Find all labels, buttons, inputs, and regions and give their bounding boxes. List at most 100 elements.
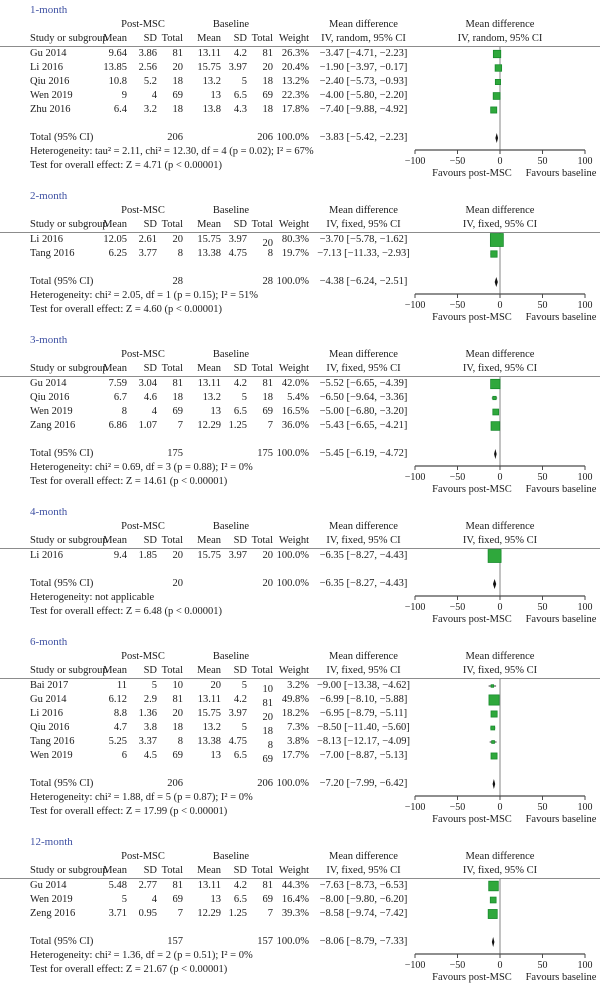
axis-tick-label: 50 — [538, 156, 548, 167]
axis-tick-label: −100 — [405, 472, 426, 483]
axis-tick-label: −100 — [405, 300, 426, 311]
table-header: Post-MSC Baseline Mean difference Study … — [30, 650, 600, 678]
md-ci-text: −7.13 [−11.33, −2.93] — [317, 248, 410, 259]
total-post-total: 206 — [167, 778, 183, 789]
effect-size-square — [490, 684, 495, 688]
weight-value: 26.3% — [281, 48, 309, 59]
weight-value: 19.7% — [281, 248, 309, 259]
forest-table: Post-MSC Baseline Mean difference Study … — [0, 18, 600, 186]
post-sd-value: 1.85 — [138, 550, 157, 561]
total-weight: 100.0% — [276, 778, 309, 789]
column-header-base-total: Total — [251, 535, 273, 546]
plot-header: Mean difference IV, fixed, 95% CI — [415, 850, 585, 878]
weight-value: 39.3% — [281, 908, 309, 919]
axis-tick-label: 100 — [578, 602, 593, 613]
base-total-value: 8 — [267, 740, 273, 751]
base-mean-value: 13 — [210, 90, 222, 101]
plot-header-model: IV, fixed, 95% CI — [462, 219, 538, 230]
base-total-value: 69 — [262, 406, 274, 417]
post-sd-value: 2.56 — [138, 62, 157, 73]
heterogeneity-note: Heterogeneity: chi² = 2.05, df = 1 (p = … — [30, 290, 258, 301]
base-mean-value: 15.75 — [197, 234, 221, 245]
md-ci-text: −6.95 [−8.79, −5.11] — [319, 708, 408, 719]
column-header-model: IV, fixed, 95% CI — [326, 363, 401, 374]
axis-tick-label: −100 — [405, 602, 426, 613]
base-mean-value: 15.75 — [197, 550, 221, 561]
total-weight: 100.0% — [276, 578, 309, 589]
forest-plot-canvas: −100 −50 0 50 100 Favours post-MSC Favours bas… — [405, 879, 597, 983]
pooled-effect-diamond — [492, 579, 497, 589]
section-title: 1-month — [30, 4, 68, 16]
weight-value: 3.2% — [287, 680, 309, 691]
forest-table: Post-MSC Baseline Mean difference Study … — [0, 850, 600, 990]
total-post-total: 157 — [167, 936, 183, 947]
base-mean-value: 15.75 — [197, 708, 221, 719]
post-sd-value: 1.07 — [138, 420, 157, 431]
section-title: 3-month — [30, 334, 68, 346]
row-spacer — [30, 563, 415, 577]
post-mean-value: 9 — [121, 90, 127, 101]
row-spacer — [30, 763, 415, 777]
post-sd-value: 3.86 — [138, 48, 157, 59]
axis-tick-label: 50 — [538, 300, 548, 311]
post-mean-value: 6.86 — [108, 420, 127, 431]
total-label: Total (95% CI) — [30, 936, 94, 947]
base-total-value: 69 — [262, 90, 274, 101]
base-sd-value: 4.2 — [233, 48, 247, 59]
effect-size-square — [492, 49, 502, 59]
plot-header-model: IV, fixed, 95% CI — [462, 665, 538, 676]
post-mean-value: 13.85 — [103, 62, 127, 73]
base-mean-value: 13 — [210, 750, 222, 761]
effect-size-square — [489, 896, 497, 904]
study-name: Zeng 2016 — [30, 908, 76, 919]
axis-tick-label: 0 — [498, 300, 503, 311]
base-sd-value: 4.75 — [228, 736, 247, 747]
base-total-value: 20 — [262, 62, 274, 73]
md-ci-text: −7.00 [−8.87, −5.13] — [319, 750, 408, 761]
md-ci-text: −7.40 [−9.88, −4.92] — [319, 104, 408, 115]
total-post-total: 20 — [172, 578, 184, 589]
post-total-value: 18 — [172, 76, 184, 87]
effect-size-square — [490, 250, 498, 258]
column-group-baseline: Baseline — [212, 521, 250, 532]
md-ci-text: −8.13 [−12.17, −4.09] — [316, 736, 410, 747]
column-group-post-msc: Post-MSC — [121, 349, 165, 360]
table-body: Gu 2014 7.59 3.04 81 13.11 4.2 81 42.0% −5.52 [−… — [30, 377, 600, 489]
table-body: Gu 2014 5.48 2.77 81 13.11 4.2 81 44.3% −7.63 [−… — [30, 879, 600, 977]
forest-plot-section: 3-month Post-MSC Baseline Mean differenc… — [0, 332, 600, 502]
base-total-value: 7 — [267, 420, 273, 431]
total-md-ci-text: −4.38 [−6.24, −2.51] — [319, 276, 408, 287]
header-rule — [0, 678, 600, 679]
favours-left-label: Favours post-MSC — [432, 168, 512, 179]
post-mean-value: 9.4 — [113, 550, 127, 561]
total-weight: 100.0% — [276, 448, 309, 459]
column-header-base-sd: SD — [233, 33, 247, 44]
study-name: Gu 2014 — [30, 378, 67, 389]
column-header-study: Study or subgroup — [30, 219, 108, 230]
plot-header: Mean difference IV, fixed, 95% CI — [415, 204, 585, 232]
column-header-post-total: Total — [161, 219, 183, 230]
plot-header-mean-difference: Mean difference — [465, 349, 535, 360]
weight-value: 80.3% — [281, 234, 309, 245]
table-body: Bai 2017 11 5 10 20 5 10 3.2% −9.00 [−13.38, −4.… — [30, 679, 600, 819]
row-spacer — [30, 117, 415, 131]
weight-value: 20.4% — [281, 62, 309, 73]
base-mean-value: 12.29 — [197, 420, 221, 431]
md-ci-text: −6.35 [−8.27, −4.43] — [319, 550, 408, 561]
header-rule — [0, 878, 600, 879]
axis-tick-label: 0 — [498, 472, 503, 483]
forest-table: Post-MSC Baseline Mean difference Study … — [0, 650, 600, 832]
total-label: Total (95% CI) — [30, 132, 94, 143]
base-mean-value: 13.2 — [202, 392, 221, 403]
effect-size-square — [494, 78, 501, 86]
axis-tick-label: −100 — [405, 156, 426, 167]
column-header-base-mean: Mean — [197, 363, 221, 374]
post-total-value: 20 — [172, 62, 184, 73]
axis-tick-label: −100 — [405, 960, 426, 971]
header-rule — [0, 46, 600, 47]
total-label: Total (95% CI) — [30, 448, 94, 459]
forest-plot-canvas: −100 −50 0 50 100 Favours post-MSC Favours bas… — [405, 549, 597, 625]
column-header-base-sd: SD — [233, 665, 247, 676]
weight-value: 36.0% — [281, 420, 309, 431]
post-total-value: 20 — [172, 708, 184, 719]
